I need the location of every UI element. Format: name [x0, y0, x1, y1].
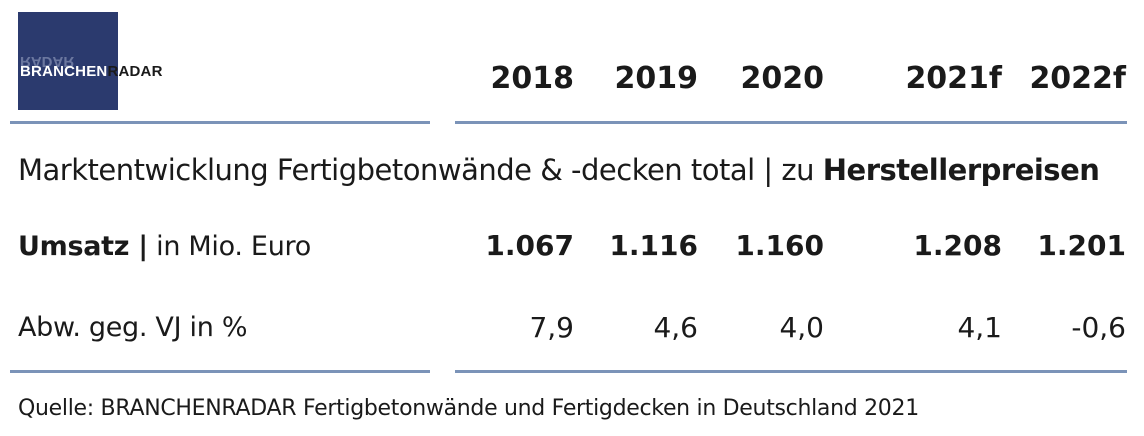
- row-label-abw-text: Abw. geg. VJ in %: [18, 312, 248, 343]
- logo-text-branchen: BRANCHEN: [20, 63, 108, 80]
- row-label-abw: Abw. geg. VJ in %: [18, 312, 248, 343]
- cell-umsatz-2020: 1.160: [735, 229, 824, 262]
- cell-abw-2018: 7,9: [529, 311, 574, 344]
- footer-rule-right: [455, 370, 1127, 373]
- column-header-2021f: 2021f: [905, 61, 1002, 96]
- column-header-2019: 2019: [614, 61, 699, 96]
- column-header-2020: 2020: [740, 61, 825, 96]
- header-rule-left: [10, 121, 430, 124]
- cell-abw-2021f: 4,1: [957, 311, 1002, 344]
- cell-abw-2022f: -0,6: [1071, 311, 1126, 344]
- cell-abw-2019: 4,6: [653, 311, 698, 344]
- column-header-2018: 2018: [490, 61, 575, 96]
- logo-text-radar: RADAR: [107, 63, 163, 80]
- header-rule-right: [455, 121, 1127, 124]
- cell-abw-2020: 4,0: [779, 311, 824, 344]
- footer-rule-left: [10, 370, 430, 373]
- branchenradar-logo: RADAR BRANCHENRADAR: [18, 12, 162, 110]
- table-title: Marktentwicklung Fertigbetonwände & -dec…: [18, 153, 1100, 187]
- cell-umsatz-2022f: 1.201: [1037, 229, 1126, 262]
- table-title-text: Marktentwicklung Fertigbetonwände & -dec…: [18, 153, 815, 187]
- row-label-umsatz-bold: Umsatz |: [18, 231, 148, 262]
- row-label-umsatz-unit: in Mio. Euro: [147, 231, 311, 262]
- cell-umsatz-2021f: 1.208: [913, 229, 1002, 262]
- source-note: Quelle: BRANCHENRADAR Fertigbetonwände u…: [18, 396, 919, 421]
- logo-wordmark: BRANCHENRADAR: [20, 64, 163, 79]
- column-header-2022f: 2022f: [1029, 61, 1126, 96]
- cell-umsatz-2018: 1.067: [485, 229, 574, 262]
- table-title-bold: Herstellerpreisen: [822, 153, 1100, 187]
- cell-umsatz-2019: 1.116: [609, 229, 698, 262]
- row-label-umsatz: Umsatz | in Mio. Euro: [18, 233, 311, 260]
